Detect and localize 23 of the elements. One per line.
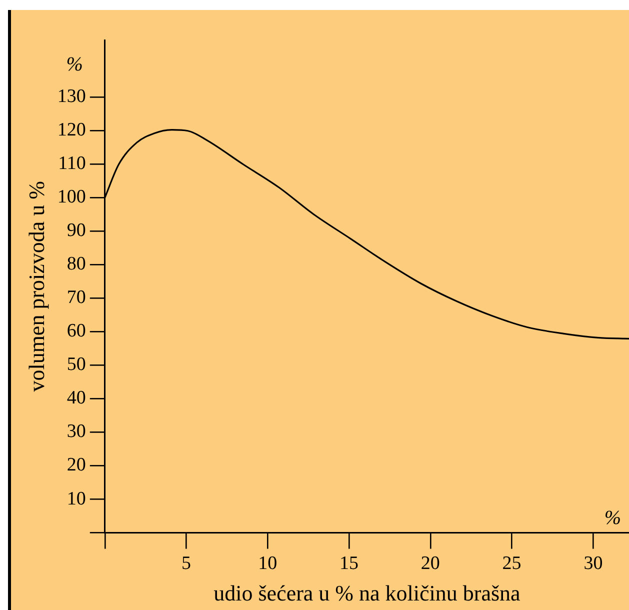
y-tick-label: 10 bbox=[66, 488, 86, 510]
x-tick-label: 20 bbox=[420, 553, 440, 574]
y-tick-label: 20 bbox=[66, 454, 86, 476]
x-tick-label: 15 bbox=[340, 553, 359, 574]
y-tick-label: 100 bbox=[57, 186, 86, 208]
x-axis-title: udio šećera u % na količinu brašna bbox=[214, 580, 521, 606]
y-axis-title: volumen proizvoda u % bbox=[24, 181, 49, 392]
x-tick-label: 5 bbox=[182, 553, 192, 574]
y-tick-label: 60 bbox=[66, 320, 86, 342]
y-tick-label: 90 bbox=[66, 220, 86, 242]
x-tick-label: 30 bbox=[584, 553, 603, 574]
y-tick-label: 130 bbox=[57, 86, 86, 107]
annotation: % bbox=[604, 507, 621, 530]
y-tick-label: 30 bbox=[66, 421, 86, 442]
y-tick-label: 70 bbox=[66, 287, 86, 308]
x-tick-label: 10 bbox=[258, 553, 278, 574]
text: % bbox=[66, 53, 83, 76]
y-tick-label: 50 bbox=[66, 354, 86, 376]
y-tick-label: 110 bbox=[58, 153, 86, 174]
x-tick-label: 25 bbox=[502, 553, 522, 574]
y-tick-label: 80 bbox=[66, 254, 86, 275]
y-tick-label: 40 bbox=[66, 388, 86, 409]
y-tick-label: 120 bbox=[57, 120, 86, 140]
